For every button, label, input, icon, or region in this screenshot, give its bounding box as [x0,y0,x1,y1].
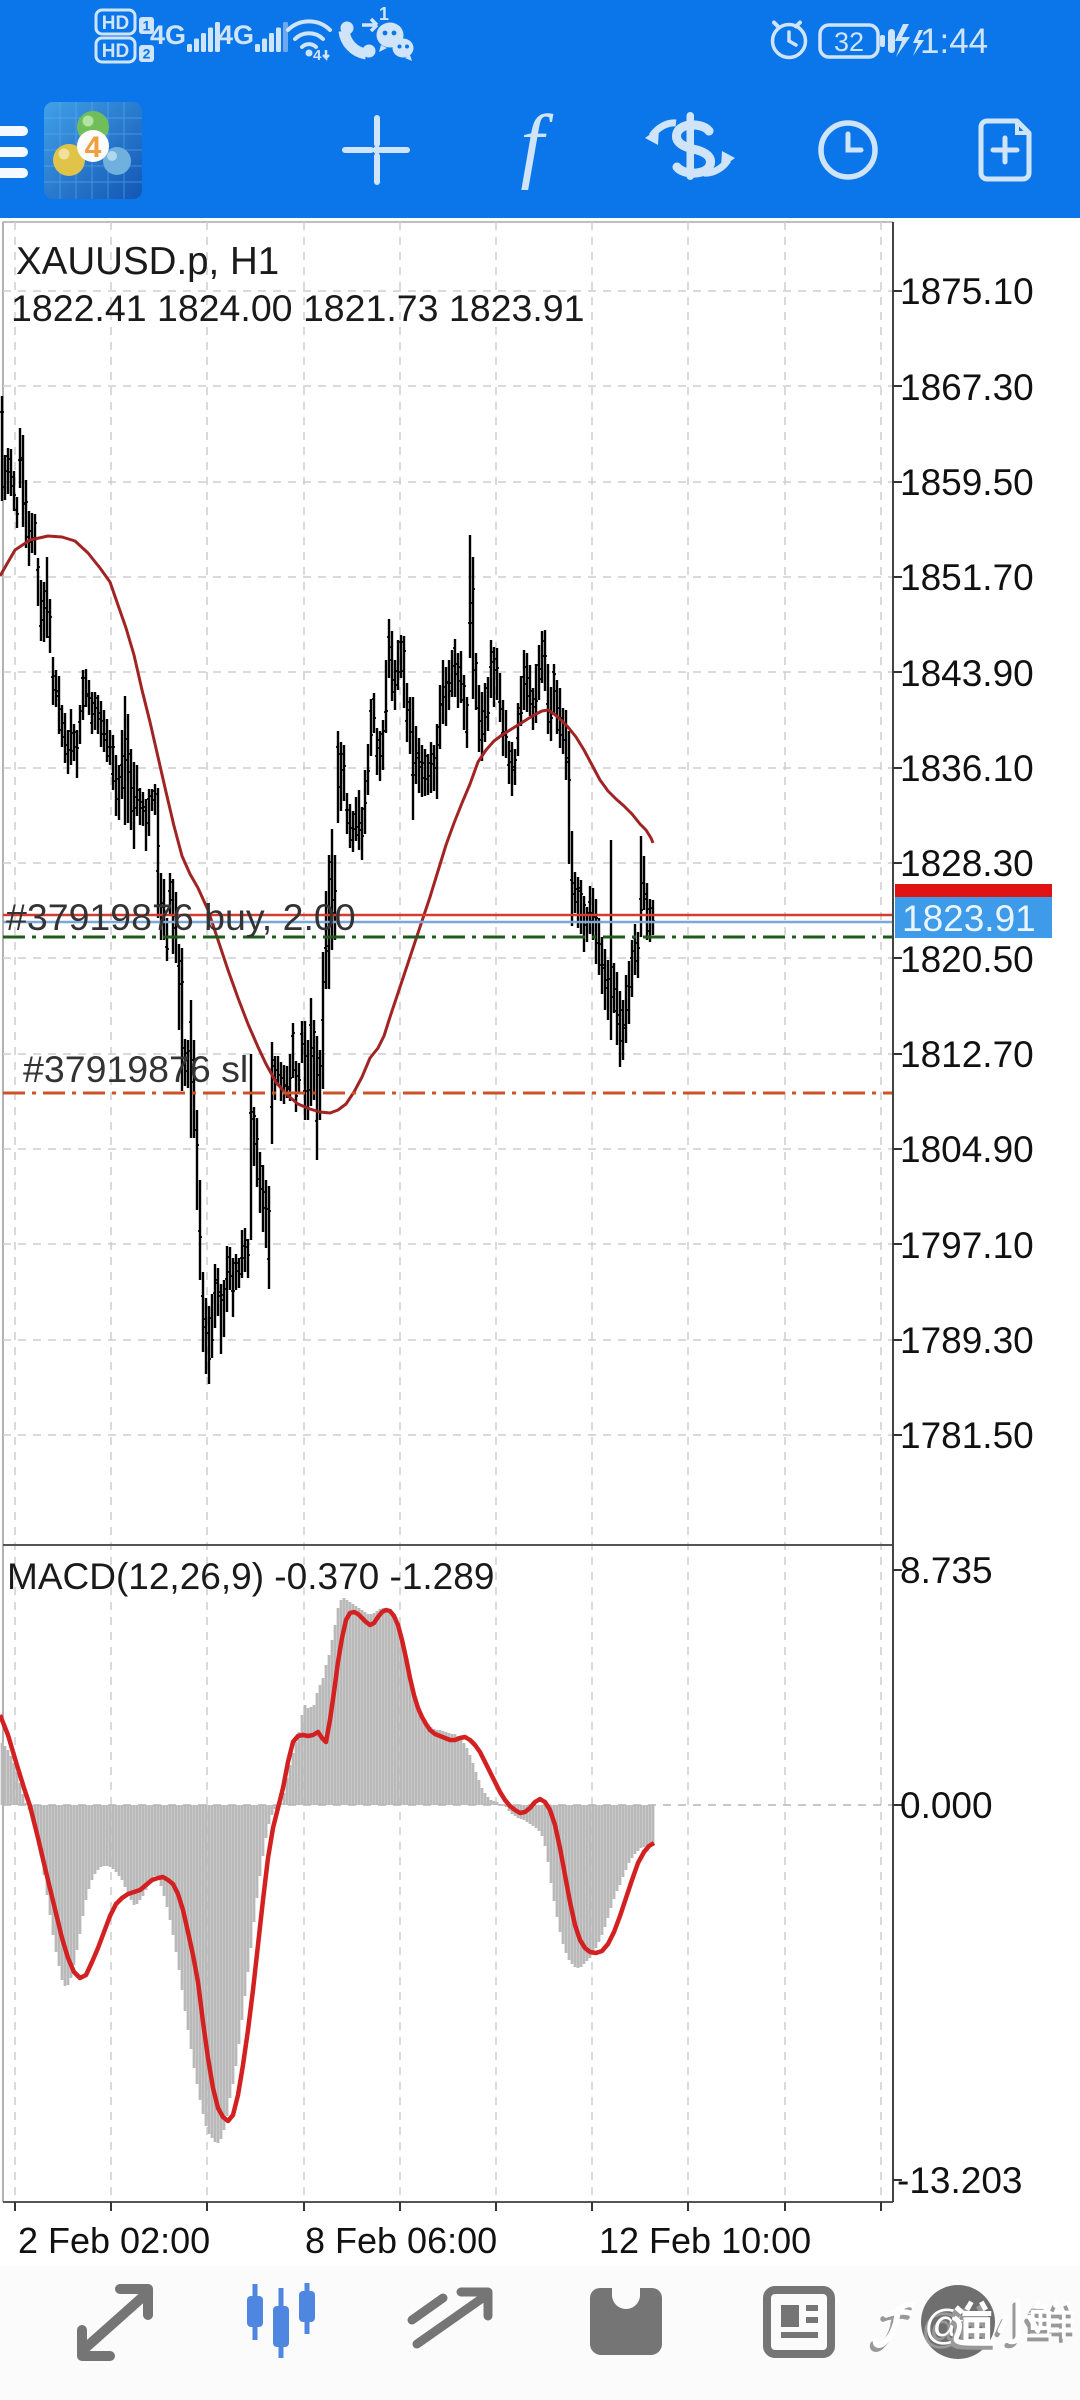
svg-text:1823.91: 1823.91 [902,898,1036,939]
svg-text:2 Feb 02:00: 2 Feb 02:00 [18,2220,210,2261]
svg-text:#37919876 sl: #37919876 sl [23,1048,248,1090]
svg-text:1820.50: 1820.50 [900,939,1034,980]
svg-text:4G: 4G [150,20,186,50]
svg-text:1781.50: 1781.50 [900,1415,1034,1456]
svg-text:4: 4 [313,47,322,64]
svg-text:1828.30: 1828.30 [900,843,1034,884]
svg-text:-13.203: -13.203 [897,2160,1023,2201]
svg-text:1836.10: 1836.10 [900,748,1034,789]
svg-text:1822.41 1824.00 1821.73 1823.9: 1822.41 1824.00 1821.73 1823.91 [11,287,584,329]
svg-text:1851.70: 1851.70 [900,557,1034,598]
svg-text:8.735: 8.735 [900,1550,993,1591]
svg-text:HD: HD [102,13,129,34]
svg-text:#37919876 buy, 2.00: #37919876 buy, 2.00 [6,896,356,938]
svg-text:4: 4 [85,131,102,164]
svg-text:1859.50: 1859.50 [900,462,1034,503]
svg-text:2: 2 [143,46,151,62]
svg-text:0.000: 0.000 [900,1785,993,1826]
svg-text:1789.30: 1789.30 [900,1320,1034,1361]
svg-text:8 Feb 06:00: 8 Feb 06:00 [305,2220,497,2261]
svg-text:1: 1 [379,4,389,24]
svg-text:1:44: 1:44 [920,22,988,61]
svg-text:1797.10: 1797.10 [900,1225,1034,1266]
svg-text:1843.90: 1843.90 [900,653,1034,694]
svg-text:32: 32 [834,27,864,57]
svg-text:1812.70: 1812.70 [900,1034,1034,1075]
svg-text:XAUUSD.p, H1: XAUUSD.p, H1 [16,240,279,283]
svg-text:12 Feb 10:00: 12 Feb 10:00 [599,2220,811,2261]
svg-text:1: 1 [143,18,151,34]
svg-text:1867.30: 1867.30 [900,367,1034,408]
svg-text:1875.10: 1875.10 [900,271,1034,312]
svg-text:MACD(12,26,9) -0.370 -1.289: MACD(12,26,9) -0.370 -1.289 [7,1556,494,1597]
svg-text:1804.90: 1804.90 [900,1129,1034,1170]
svg-text:4G: 4G [218,20,254,50]
svg-text:HD: HD [102,41,129,62]
